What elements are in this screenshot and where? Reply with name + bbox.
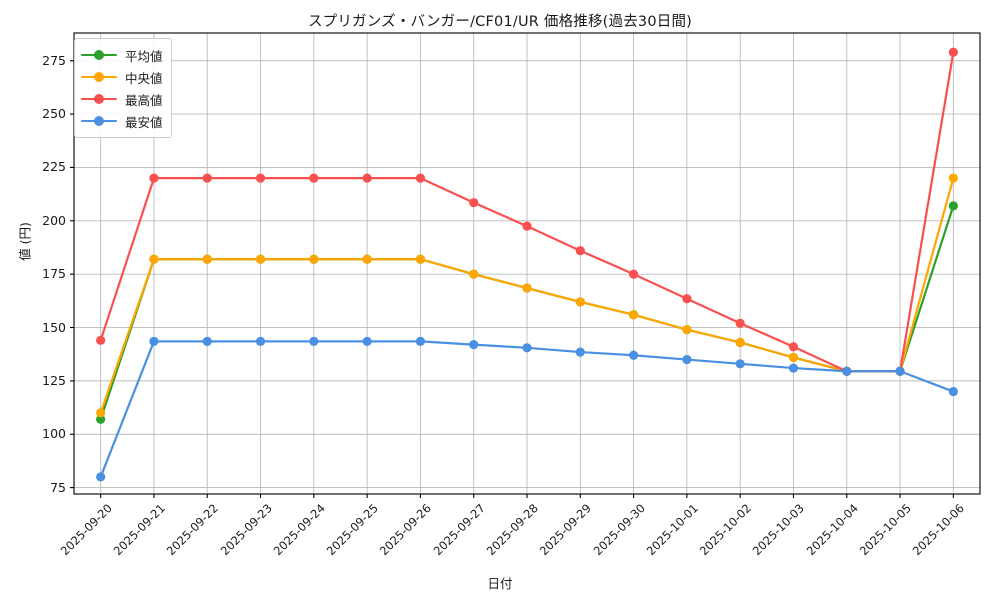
legend-label: 最安値 [125,114,163,130]
legend-label: 平均値 [125,48,163,64]
chart-legend: 平均値中央値最高値最安値 [74,38,172,138]
legend-swatch-icon [81,48,117,62]
series-最高値 [96,47,958,376]
y-tick-label: 225 [42,159,66,175]
legend-label: 最高値 [125,92,163,108]
y-tick-label: 125 [42,372,66,388]
y-tick-label: 150 [42,319,66,335]
tick-marks [70,60,954,498]
x-axis-label: 日付 [487,576,513,591]
y-tick-label: 100 [42,426,66,442]
y-tick-label: 175 [42,266,66,282]
gridlines [74,33,980,494]
legend-swatch-icon [81,70,117,84]
legend-label: 中央値 [125,70,163,86]
series-layer [96,47,958,482]
legend-item-平均値: 平均値 [81,44,163,66]
legend-item-最高値: 最高値 [81,88,163,110]
y-tick-label: 75 [50,479,66,495]
legend-swatch-icon [81,92,117,106]
legend-swatch-icon [81,114,117,128]
legend-item-中央値: 中央値 [81,66,163,88]
y-tick-label: 275 [42,52,66,68]
y-tick-label: 250 [42,106,66,122]
chart-title: スプリガンズ・バンガー/CF01/UR 価格推移(過去30日間) [307,14,693,30]
legend-item-最安値: 最安値 [81,110,163,132]
series-最安値 [96,336,958,482]
y-tick-label: 200 [42,212,66,228]
